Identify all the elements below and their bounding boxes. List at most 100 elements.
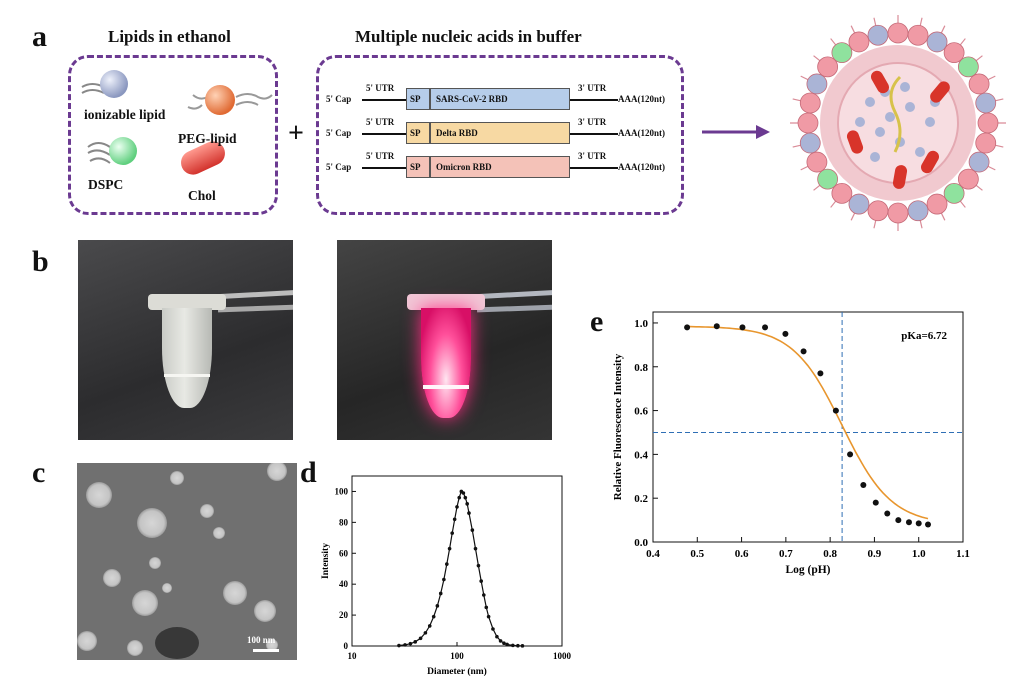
data-point bbox=[884, 510, 891, 517]
data-point bbox=[423, 631, 428, 635]
data-point bbox=[860, 482, 867, 489]
y-tick-label: 60 bbox=[339, 548, 349, 558]
data-point bbox=[463, 495, 468, 500]
panel-label-b: b bbox=[32, 245, 49, 278]
utr5-label: 5' UTR bbox=[366, 83, 395, 93]
lnp-head bbox=[926, 193, 948, 215]
cap-label: 5' Cap bbox=[326, 128, 352, 138]
ionizable-lipid-label: ionizable lipid bbox=[84, 107, 166, 122]
lnp-head bbox=[848, 193, 870, 215]
peg-lipid-label: PEG-lipid bbox=[178, 131, 237, 146]
data-point bbox=[479, 579, 483, 583]
data-point bbox=[684, 324, 691, 331]
data-point bbox=[915, 520, 922, 527]
data-point bbox=[397, 643, 401, 648]
data-point bbox=[832, 407, 839, 414]
panel-label-c: c bbox=[32, 456, 46, 489]
lnp-chol bbox=[846, 130, 864, 154]
data-point bbox=[442, 577, 446, 582]
lipids-box bbox=[68, 55, 278, 215]
lnp-chol bbox=[930, 81, 950, 103]
data-point bbox=[418, 636, 423, 641]
lnp-head bbox=[831, 182, 853, 204]
lnp-head bbox=[797, 112, 819, 134]
y-tick-label: 1.0 bbox=[634, 318, 648, 330]
lipid-icons bbox=[81, 70, 273, 175]
panel-label-e: e bbox=[590, 305, 604, 338]
data-point bbox=[482, 593, 486, 597]
gene-label: Omicron RBD bbox=[436, 162, 492, 172]
sp-box bbox=[406, 88, 430, 110]
data-point bbox=[762, 324, 769, 331]
x-tick-label: 0.6 bbox=[735, 548, 749, 560]
x-tick-label: 0.9 bbox=[868, 548, 882, 560]
sp-box bbox=[406, 122, 430, 144]
data-point bbox=[470, 528, 475, 532]
x-tick-label: 1.1 bbox=[956, 548, 970, 560]
dspc-label: DSPC bbox=[88, 177, 124, 192]
lnp-chol bbox=[871, 70, 889, 94]
pka-annotation: pKa=6.72 bbox=[901, 330, 947, 342]
lnp-head bbox=[943, 42, 965, 64]
utr5-label: 5' UTR bbox=[366, 117, 395, 127]
data-point bbox=[408, 641, 413, 646]
y-tick-label: 0.6 bbox=[634, 406, 648, 418]
gene-box bbox=[430, 122, 570, 144]
data-point bbox=[872, 499, 879, 506]
data-point bbox=[925, 521, 932, 528]
y-axis-label: Intensity bbox=[321, 543, 331, 579]
lnp-inner-lipid bbox=[870, 152, 880, 162]
data-point bbox=[495, 634, 499, 639]
sp-box bbox=[406, 156, 430, 178]
data-point bbox=[511, 643, 515, 648]
lnp-head bbox=[907, 24, 929, 46]
y-tick-label: 20 bbox=[339, 610, 349, 620]
data-point bbox=[782, 330, 789, 337]
data-point bbox=[427, 624, 432, 628]
lnp-head bbox=[799, 92, 821, 114]
y-tick-label: 0 bbox=[344, 641, 349, 651]
data-point bbox=[457, 495, 462, 500]
construct-row-2: 5' Cap 5' UTR SP Delta RBD 3' UTR AAA(12… bbox=[316, 116, 684, 146]
lnp-chol bbox=[892, 165, 908, 189]
data-point bbox=[467, 511, 471, 515]
data-point bbox=[516, 643, 520, 648]
tube-photo-fluorescent bbox=[337, 240, 552, 440]
data-point bbox=[498, 639, 503, 643]
y-axis-label: Relative Fluorescence Intensity bbox=[612, 353, 624, 500]
data-point bbox=[413, 640, 418, 644]
lnp-head bbox=[817, 56, 839, 78]
lnp-head bbox=[957, 56, 979, 78]
data-point bbox=[895, 517, 902, 524]
lnp-mrna bbox=[889, 75, 902, 153]
gene-box bbox=[430, 88, 570, 110]
dspc-icon bbox=[87, 137, 137, 165]
lnp-head bbox=[799, 132, 821, 154]
gene-label: SARS-CoV-2 RBD bbox=[436, 94, 508, 104]
construct-row-3: 5' Cap 5' UTR SP Omicron RBD 3' UTR AAA(… bbox=[316, 150, 684, 180]
y-tick-label: 80 bbox=[339, 517, 349, 527]
data-point bbox=[461, 491, 466, 495]
x-axis-label: Log (pH) bbox=[785, 564, 830, 576]
x-tick-label: 0.4 bbox=[646, 548, 660, 560]
panel-label-d: d bbox=[300, 456, 317, 489]
lnp-head bbox=[975, 92, 997, 114]
data-point bbox=[486, 614, 491, 619]
data-point bbox=[476, 563, 481, 568]
y-tick-label: 0.0 bbox=[634, 537, 648, 549]
data-point bbox=[445, 562, 449, 566]
x-tick-label: 1000 bbox=[553, 651, 572, 661]
data-point bbox=[739, 324, 746, 331]
y-tick-label: 0.8 bbox=[634, 362, 648, 374]
panel-label-a: a bbox=[32, 20, 47, 53]
gene-box bbox=[430, 156, 570, 178]
lnp-head bbox=[943, 182, 965, 204]
data-point bbox=[435, 604, 440, 608]
data-point bbox=[465, 502, 469, 506]
plot-frame bbox=[652, 311, 964, 543]
tail-label: AAA(120nt) bbox=[618, 162, 665, 172]
chol-label: Chol bbox=[188, 188, 216, 203]
sigmoid-fit-curve bbox=[687, 325, 929, 520]
tail-label: AAA(120nt) bbox=[618, 128, 665, 138]
lnp-head bbox=[887, 202, 909, 224]
